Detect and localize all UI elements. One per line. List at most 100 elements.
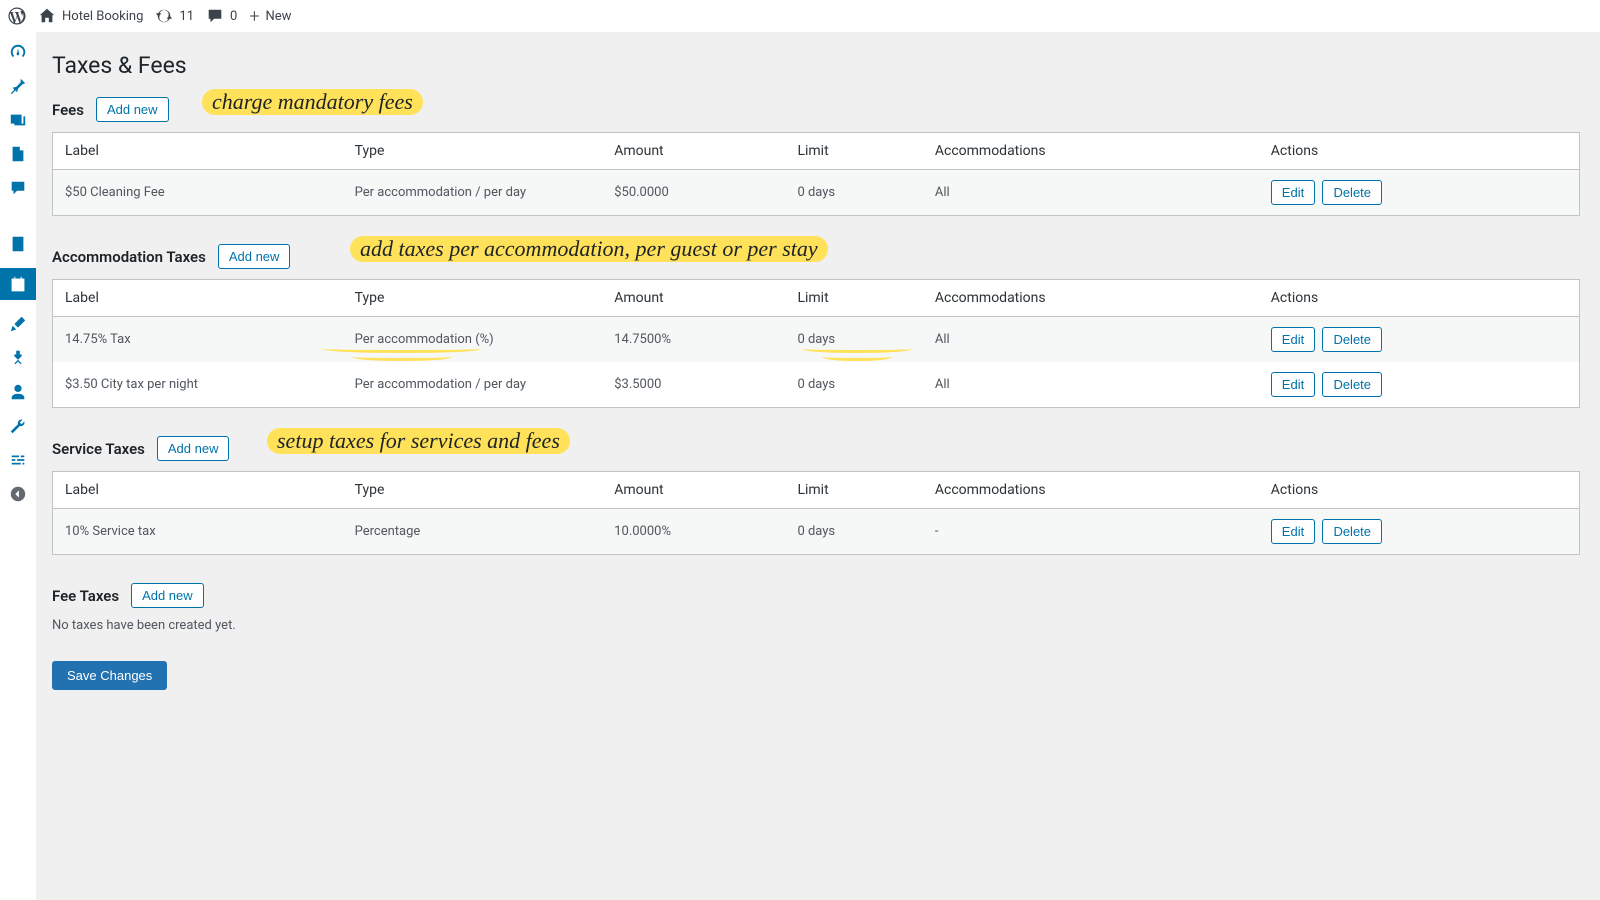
cell-type: Per accommodation / per day <box>343 170 603 216</box>
th-label: Label <box>53 280 343 317</box>
sidebar-comments[interactable] <box>8 178 28 198</box>
cell-accom: All <box>923 317 1259 363</box>
cell-accom: All <box>923 362 1259 408</box>
edit-button[interactable]: Edit <box>1271 519 1315 544</box>
th-amount: Amount <box>602 133 785 170</box>
table-row: $50 Cleaning Fee Per accommodation / per… <box>53 170 1580 216</box>
table-row: 14.75% Tax Per accommodation (%) 14.7500… <box>53 317 1580 363</box>
edit-button[interactable]: Edit <box>1271 372 1315 397</box>
admin-bar: Hotel Booking 11 0 + New <box>0 0 1600 32</box>
sliders-icon <box>9 451 27 469</box>
cell-label: $50 Cleaning Fee <box>53 170 343 216</box>
page-content: Taxes & Fees Fees Add new charge mandato… <box>36 32 1600 900</box>
sidebar-collapse[interactable] <box>8 484 28 504</box>
annot-service-taxes: setup taxes for services and fees <box>267 428 570 454</box>
new-link[interactable]: + New <box>249 6 291 27</box>
admin-sidebar <box>0 32 36 900</box>
collapse-icon <box>9 485 27 503</box>
pin-icon <box>9 77 27 95</box>
cell-label: $3.50 City tax per night <box>53 362 343 408</box>
th-actions: Actions <box>1259 280 1580 317</box>
sidebar-plugins[interactable] <box>8 348 28 368</box>
gauge-icon <box>9 43 27 61</box>
cell-amount: 14.7500% <box>602 317 785 363</box>
home-icon <box>38 7 56 25</box>
cell-amount: $50.0000 <box>602 170 785 216</box>
service-taxes-heading: Service Taxes <box>52 440 145 458</box>
building-icon <box>9 235 27 253</box>
th-type: Type <box>343 133 603 170</box>
sidebar-bookings[interactable] <box>0 268 36 300</box>
delete-button[interactable]: Delete <box>1322 327 1382 352</box>
refresh-icon <box>155 7 173 25</box>
sidebar-posts[interactable] <box>8 76 28 96</box>
delete-button[interactable]: Delete <box>1322 180 1382 205</box>
cell-limit: 0 days <box>785 362 922 408</box>
delete-button[interactable]: Delete <box>1322 372 1382 397</box>
media-icon <box>9 111 27 129</box>
annot-fees: charge mandatory fees <box>202 89 423 115</box>
sidebar-settings[interactable] <box>8 450 28 470</box>
accom-taxes-add-new-button[interactable]: Add new <box>218 244 291 269</box>
wp-logo[interactable] <box>8 7 26 25</box>
accom-taxes-table: Label Type Amount Limit Accommodations A… <box>52 279 1580 408</box>
scribble-underline <box>802 345 912 353</box>
fee-taxes-add-new-button[interactable]: Add new <box>131 583 204 608</box>
service-taxes-add-new-button[interactable]: Add new <box>157 436 230 461</box>
plug-icon <box>9 349 27 367</box>
section-fee-taxes: Fee Taxes Add new No taxes have been cre… <box>52 583 1580 633</box>
cell-amount: 10.0000% <box>602 509 785 555</box>
fees-table: Label Type Amount Limit Accommodations A… <box>52 132 1580 216</box>
fees-heading: Fees <box>52 101 84 119</box>
th-actions: Actions <box>1259 133 1580 170</box>
cell-accom: All <box>923 170 1259 216</box>
updates-link[interactable]: 11 <box>155 7 194 25</box>
scribble-underline <box>822 353 892 361</box>
th-type: Type <box>343 280 603 317</box>
comments-link[interactable]: 0 <box>206 7 237 25</box>
th-limit: Limit <box>785 472 922 509</box>
cell-accom: - <box>923 509 1259 555</box>
site-name-link[interactable]: Hotel Booking <box>38 7 143 25</box>
new-label: New <box>266 9 292 24</box>
calendar-icon <box>9 275 27 293</box>
th-accom: Accommodations <box>923 133 1259 170</box>
th-type: Type <box>343 472 603 509</box>
th-actions: Actions <box>1259 472 1580 509</box>
section-service-taxes: Service Taxes Add new setup taxes for se… <box>52 436 1580 555</box>
cell-amount: $3.5000 <box>602 362 785 408</box>
save-changes-button[interactable]: Save Changes <box>52 661 167 690</box>
user-icon <box>9 383 27 401</box>
section-fees: Fees Add new charge mandatory fees Label… <box>52 97 1580 216</box>
th-label: Label <box>53 472 343 509</box>
delete-button[interactable]: Delete <box>1322 519 1382 544</box>
edit-button[interactable]: Edit <box>1271 327 1315 352</box>
sidebar-hotel[interactable] <box>8 234 28 254</box>
sidebar-appearance[interactable] <box>8 314 28 334</box>
accom-taxes-heading: Accommodation Taxes <box>52 248 206 266</box>
brush-icon <box>9 315 27 333</box>
cell-limit: 0 days <box>785 170 922 216</box>
sidebar-pages[interactable] <box>8 144 28 164</box>
fees-add-new-button[interactable]: Add new <box>96 97 169 122</box>
sidebar-dashboard[interactable] <box>8 42 28 62</box>
site-name: Hotel Booking <box>62 9 143 24</box>
updates-count: 11 <box>179 9 194 24</box>
page-icon <box>9 145 27 163</box>
sidebar-tools[interactable] <box>8 416 28 436</box>
scribble-underline <box>352 353 452 361</box>
page-title: Taxes & Fees <box>52 52 1580 79</box>
service-taxes-table: Label Type Amount Limit Accommodations A… <box>52 471 1580 555</box>
comments-count: 0 <box>230 9 237 24</box>
wrench-icon <box>9 417 27 435</box>
fee-taxes-heading: Fee Taxes <box>52 587 119 605</box>
table-row: 10% Service tax Percentage 10.0000% 0 da… <box>53 509 1580 555</box>
scribble-underline <box>322 345 482 353</box>
edit-button[interactable]: Edit <box>1271 180 1315 205</box>
th-limit: Limit <box>785 280 922 317</box>
cell-type: Per accommodation / per day <box>343 362 603 408</box>
th-accom: Accommodations <box>923 472 1259 509</box>
sidebar-media[interactable] <box>8 110 28 130</box>
annot-accom-taxes: add taxes per accommodation, per guest o… <box>350 236 828 262</box>
sidebar-users[interactable] <box>8 382 28 402</box>
